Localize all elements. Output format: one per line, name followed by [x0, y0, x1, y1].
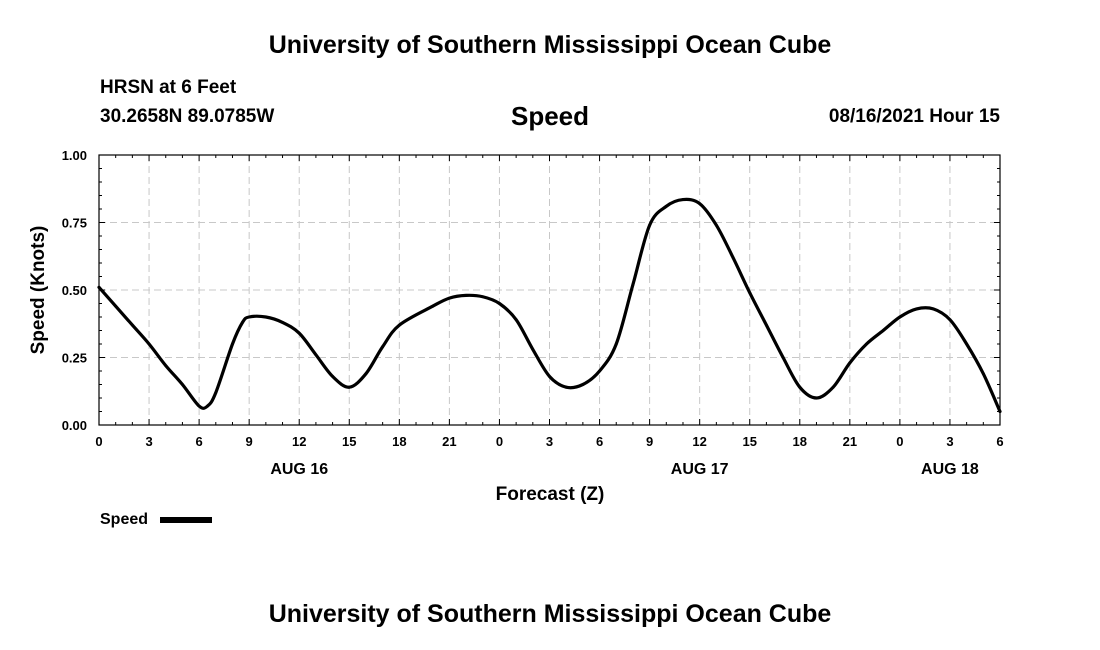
speed-data-point [781, 356, 785, 359]
speed-data-point [531, 348, 535, 351]
chart-title: Speed [510, 101, 590, 131]
station-name: HRSN at 6 Feet [100, 77, 237, 98]
x-tick-label: 6 [195, 434, 202, 449]
x-tick-label: 12 [292, 434, 306, 449]
speed-data-point [548, 375, 551, 378]
x-tick-label: 9 [246, 434, 253, 449]
speed-data-point [948, 318, 952, 322]
speed-data-point [898, 315, 902, 319]
y-axis-title: Speed (Knots) [28, 226, 49, 355]
speed-data-point [931, 307, 935, 311]
x-tick-label: 6 [596, 434, 603, 449]
station-coordinates: 30.2658N 89.0785W [100, 106, 275, 127]
y-tick-label: 0.25 [62, 351, 87, 366]
x-tick-label: 21 [442, 434, 456, 449]
speed-data-point [848, 361, 852, 365]
speed-data-point [481, 295, 485, 299]
series-group [97, 197, 1002, 414]
speed-data-point [447, 296, 451, 300]
speed-data-point [281, 321, 284, 324]
y-tick-label: 0.50 [62, 283, 87, 298]
x-tick-label: 3 [946, 434, 953, 449]
speed-data-point [97, 285, 101, 289]
x-tick-label: 6 [996, 434, 1003, 449]
x-tick-label: 3 [145, 434, 152, 449]
speed-data-point [881, 329, 885, 332]
speed-data-point [147, 342, 151, 346]
y-tick-label: 0.00 [62, 418, 87, 433]
speed-data-point [164, 364, 168, 367]
speed-data-point [731, 256, 735, 259]
speed-data-point [581, 383, 585, 386]
speed-data-point [714, 223, 718, 227]
x-tick-label: 0 [95, 434, 102, 449]
speed-data-point [965, 342, 969, 346]
speed-data-point [397, 323, 401, 327]
x-tick-label: 18 [392, 434, 406, 449]
speed-data-point [648, 223, 652, 227]
y-tick-label: 0.75 [62, 216, 87, 231]
tick-labels: 0 3 6 9 12 15 18 21 0 3 6 9 12 15 18 21 0 3 6 0.00 0.25 0.50 0… [62, 148, 1004, 478]
speed-data-point [765, 323, 768, 327]
speed-data-point [297, 331, 301, 335]
speed-data-point [241, 321, 244, 324]
speed-data-point [748, 291, 752, 295]
header-title-top: University of Southern Mississippi Ocean… [268, 31, 832, 59]
speed-data-point [114, 304, 118, 308]
speed-data-point [214, 391, 218, 394]
speed-data-point [181, 383, 184, 386]
speed-data-point [264, 315, 268, 319]
speed-data-point [598, 369, 601, 373]
speed-data-point [364, 372, 368, 376]
speed-data-point [381, 345, 385, 349]
speed-data-point [197, 404, 201, 408]
speed-data-point [915, 307, 918, 311]
x-tick-label: 0 [496, 434, 503, 449]
speed-series-line [97, 197, 1002, 414]
speed-data-point [664, 204, 668, 208]
date-label: AUG 16 [270, 461, 328, 478]
y-tick-label: 1.00 [62, 148, 87, 163]
speed-data-point [798, 385, 802, 389]
speed-data-point [614, 342, 618, 346]
speed-data-point [247, 315, 251, 319]
speed-data-point [564, 385, 568, 389]
speed-data-point [514, 318, 518, 322]
x-tick-label: 9 [646, 434, 653, 449]
date-label: AUG 18 [921, 461, 979, 478]
speed-data-point [464, 294, 468, 297]
x-tick-label: 0 [896, 434, 903, 449]
speed-data-point [681, 198, 685, 201]
speed-data-point [231, 342, 234, 346]
speed-data-point [314, 353, 318, 357]
speed-data-point [998, 410, 1002, 413]
speed-data-point [206, 404, 209, 408]
date-label: AUG 17 [671, 461, 729, 478]
header-title-bottom: University of Southern Mississippi Ocean… [268, 600, 832, 628]
speed-data-point [130, 323, 134, 327]
x-tick-label: 15 [342, 434, 356, 449]
speed-data-point [631, 283, 635, 286]
speed-data-point [698, 202, 702, 206]
speed-data-point [331, 375, 334, 378]
x-tick-label: 18 [793, 434, 807, 449]
x-axis-title: Forecast (Z) [496, 484, 605, 505]
x-tick-label: 21 [843, 434, 857, 449]
speed-data-point [815, 396, 818, 400]
forecast-datetime: 08/16/2021 Hour 15 [828, 106, 1000, 127]
x-tick-label: 12 [692, 434, 706, 449]
grid [99, 155, 1000, 425]
speed-data-point [981, 372, 985, 376]
x-tick-label: 15 [742, 434, 756, 449]
x-tick-label: 3 [546, 434, 553, 449]
speed-data-point [498, 302, 501, 305]
speed-data-point [831, 385, 835, 389]
speed-data-point [865, 342, 868, 346]
legend-label: Speed [100, 511, 148, 528]
speed-data-point [431, 304, 435, 308]
ticks [98, 154, 1001, 426]
speed-data-point [347, 385, 351, 389]
